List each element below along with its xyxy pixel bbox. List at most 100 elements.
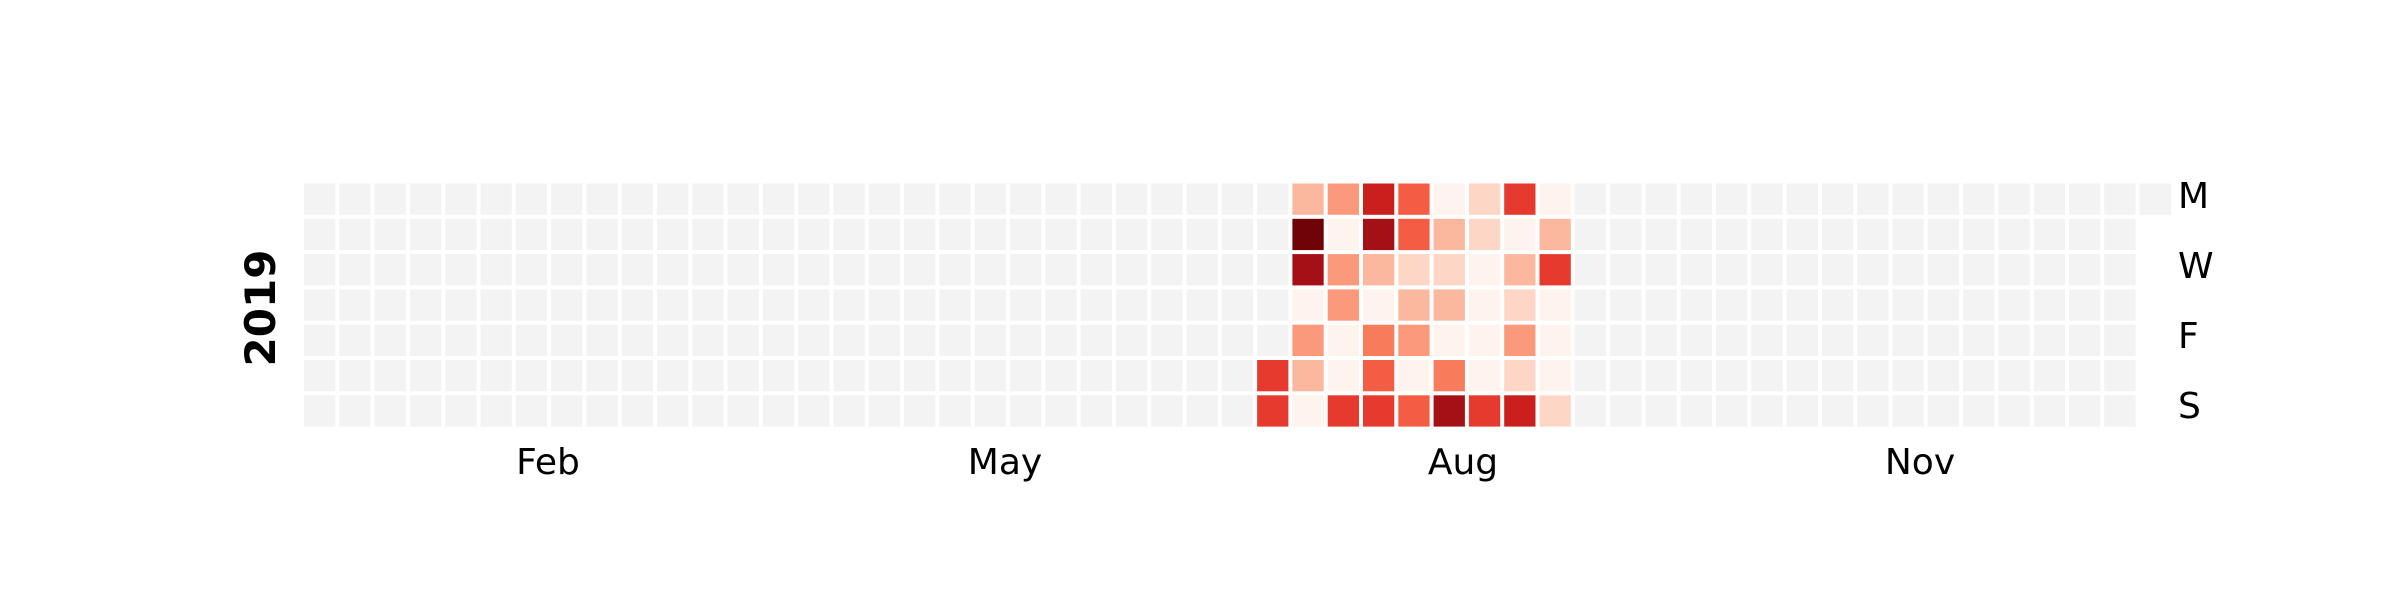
cell-week-18-sun (904, 395, 936, 427)
cell-week-40-sun (1680, 395, 1712, 427)
cell-week-23-tue (1080, 218, 1112, 251)
cell-week-27-sun (1221, 395, 1254, 427)
cell-week-31-sun (1363, 395, 1395, 427)
cell-week-35-sat (1504, 360, 1536, 392)
cell-week-3-thu (374, 289, 406, 321)
cell-week-8-mon (551, 183, 583, 215)
cell-week-46-mon (1892, 183, 1924, 215)
cell-week-48-mon (1963, 183, 1995, 215)
cell-week-41-sun (1716, 395, 1748, 427)
cell-week-34-sun (1468, 395, 1501, 427)
cell-week-35-mon (1504, 183, 1536, 215)
cell-week-37-thu (1574, 289, 1607, 321)
cell-week-43-tue (1786, 218, 1818, 251)
cell-week-21-sun (1010, 395, 1042, 427)
cell-week-29-sun (1292, 395, 1324, 427)
cell-week-5-thu (445, 289, 477, 321)
cell-week-32-wed (1398, 254, 1430, 286)
cell-week-29-wed (1292, 254, 1324, 286)
cell-week-47-sat (1927, 360, 1960, 392)
cell-week-51-thu (2069, 289, 2101, 321)
cell-week-30-sun (1327, 395, 1359, 427)
cell-week-33-tue (1433, 218, 1465, 251)
cell-week-45-thu (1857, 289, 1889, 321)
cell-week-46-sat (1892, 360, 1924, 392)
cell-week-11-thu (657, 289, 689, 321)
cell-week-33-wed (1433, 254, 1465, 286)
cell-week-12-sat (692, 360, 724, 392)
cell-week-31-wed (1363, 254, 1395, 286)
cell-week-7-fri (515, 324, 548, 356)
cell-week-51-tue (2069, 218, 2101, 251)
cell-week-20-sun (974, 395, 1006, 427)
cell-week-28-tue (1257, 218, 1289, 251)
cell-week-39-wed (1645, 254, 1677, 286)
cell-week-17-sun (868, 395, 901, 427)
cell-week-45-sat (1857, 360, 1889, 392)
cell-week-34-mon (1468, 183, 1501, 215)
cell-week-22-thu (1045, 289, 1077, 321)
cell-week-52-mon (2104, 183, 2136, 215)
cell-week-2-sun (339, 395, 371, 427)
cell-week-51-fri (2069, 324, 2101, 356)
cell-week-28-sun (1257, 395, 1289, 427)
cell-week-48-wed (1963, 254, 1995, 286)
weekday-label-1: W (2178, 246, 2214, 287)
cell-week-16-tue (833, 218, 865, 251)
cell-week-44-wed (1821, 254, 1854, 286)
cell-week-52-fri (2104, 324, 2136, 356)
cell-week-36-sun (1539, 395, 1571, 427)
cell-week-24-mon (1115, 183, 1148, 215)
cell-week-39-thu (1645, 289, 1677, 321)
cell-week-5-sat (445, 360, 477, 392)
cell-week-47-sun (1927, 395, 1960, 427)
cell-week-16-fri (833, 324, 865, 356)
cell-week-27-thu (1221, 289, 1254, 321)
cell-week-28-mon (1257, 183, 1289, 215)
cell-week-38-mon (1610, 183, 1642, 215)
cell-week-47-tue (1927, 218, 1960, 251)
cell-week-41-wed (1716, 254, 1748, 286)
cell-week-53-mon (2139, 183, 2171, 215)
cell-week-25-tue (1151, 218, 1183, 251)
cell-week-20-mon (974, 183, 1006, 215)
cell-week-17-sat (868, 360, 901, 392)
cell-week-48-fri (1963, 324, 1995, 356)
cell-week-32-fri (1398, 324, 1430, 356)
cell-week-5-wed (445, 254, 477, 286)
cell-week-16-thu (833, 289, 865, 321)
cell-week-10-tue (621, 218, 653, 251)
cell-week-18-mon (904, 183, 936, 215)
cell-week-45-mon (1857, 183, 1889, 215)
cell-week-34-wed (1468, 254, 1501, 286)
cell-week-9-wed (586, 254, 618, 286)
cell-week-28-wed (1257, 254, 1289, 286)
cell-week-45-wed (1857, 254, 1889, 286)
cell-week-11-fri (657, 324, 689, 356)
cell-week-29-tue (1292, 218, 1324, 251)
cell-week-40-sat (1680, 360, 1712, 392)
cell-week-11-mon (657, 183, 689, 215)
cell-week-47-thu (1927, 289, 1960, 321)
cell-week-16-sat (833, 360, 865, 392)
cell-week-4-wed (409, 254, 442, 286)
cell-week-25-sat (1151, 360, 1183, 392)
cell-week-52-thu (2104, 289, 2136, 321)
cell-week-7-wed (515, 254, 548, 286)
cell-week-33-fri (1433, 324, 1465, 356)
cell-week-31-fri (1363, 324, 1395, 356)
cell-week-25-fri (1151, 324, 1183, 356)
cell-week-21-wed (1010, 254, 1042, 286)
cell-week-12-wed (692, 254, 724, 286)
cell-week-30-tue (1327, 218, 1359, 251)
cell-week-51-sat (2069, 360, 2101, 392)
cell-week-29-fri (1292, 324, 1324, 356)
cell-week-1-fri (304, 324, 336, 356)
cell-week-21-tue (1010, 218, 1042, 251)
cell-week-37-fri (1574, 324, 1607, 356)
month-label-aug: Aug (1428, 442, 1498, 483)
month-labels: Feb May Aug Nov (516, 442, 1955, 483)
cell-week-1-sun (304, 395, 336, 427)
cell-week-45-tue (1857, 218, 1889, 251)
cell-week-31-mon (1363, 183, 1395, 215)
